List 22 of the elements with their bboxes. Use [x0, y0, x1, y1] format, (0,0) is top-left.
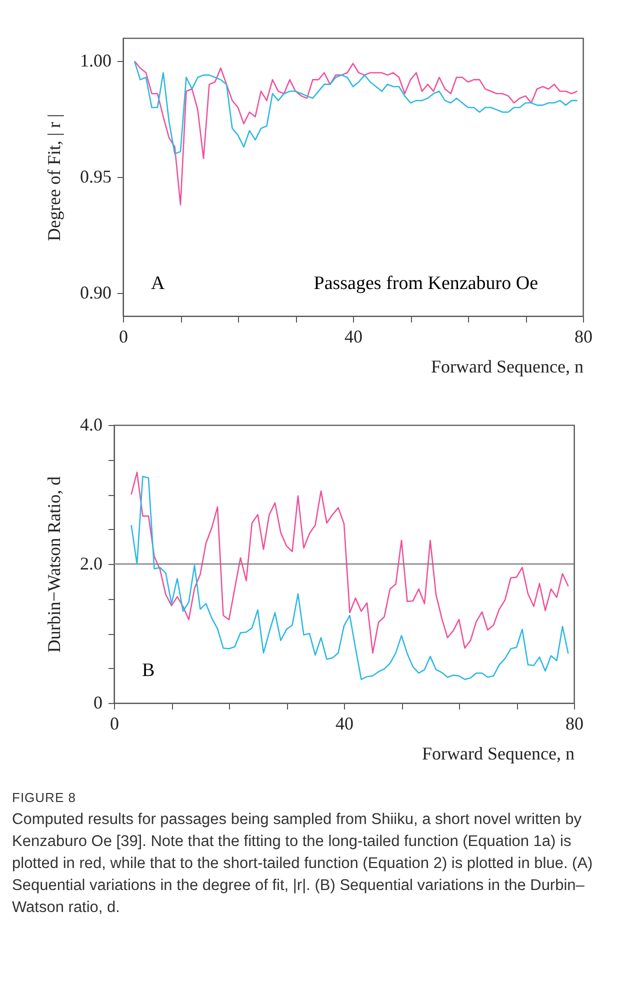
x-tick-label: 80	[566, 714, 584, 734]
x-axis-title: Forward Sequence, n	[422, 744, 574, 764]
y-tick-label: 4.0	[80, 414, 102, 434]
y-tick-label: 2.0	[80, 554, 102, 574]
y-tick-label: 0.90	[80, 282, 112, 302]
annotation: B	[142, 660, 155, 681]
line-series	[134, 60, 578, 206]
caption: FIGURE 8	[12, 790, 77, 805]
annotation: Passages from Kenzaburo Oe	[314, 273, 538, 294]
y-tick-label: 0.95	[80, 166, 112, 186]
line-series	[134, 60, 578, 154]
y-tick-label: 1.00	[80, 50, 112, 71]
x-tick-label: 80	[574, 326, 592, 346]
text: Computed results for passages being sampled from Shiiku, a short novel written by Kenzaburo Oe [39]. Note that the fitting to the long-tailed function (Equation 1a) is plotted in red, while that to the short-tailed function (Equation 2) is plotted in blue. (A) Sequential variations in the degree of fit, |r|. (B) Sequential variations in the Durbin–Watson ratio, d.	[12, 810, 594, 918]
x-axis-title: Forward Sequence, n	[431, 356, 584, 376]
x-tick-label: 0	[119, 326, 128, 346]
annotation: A	[151, 273, 165, 294]
x-tick-label: 40	[344, 326, 362, 346]
y-tick-label: 0	[94, 692, 102, 712]
y-axis-title: Degree of Fit, | r |	[44, 114, 64, 242]
y-axis-title: Durbin−Watson Ratio, d	[44, 476, 64, 653]
x-tick-label: 40	[336, 714, 354, 734]
